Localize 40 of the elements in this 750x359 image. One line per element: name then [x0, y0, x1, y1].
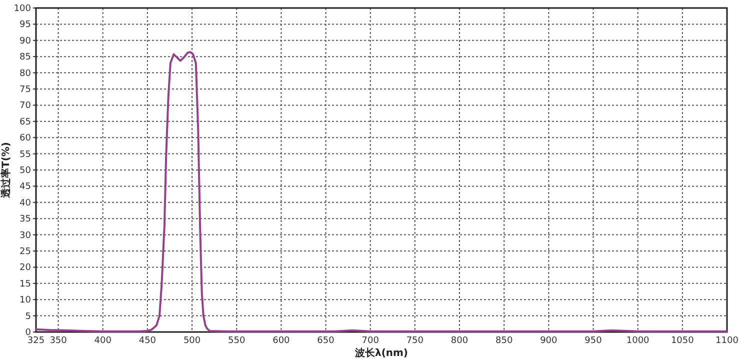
x-tick-label: 1100	[716, 336, 739, 346]
y-tick-label: 75	[20, 85, 31, 95]
x-tick-label: 850	[496, 336, 513, 346]
y-tick-label: 20	[20, 263, 32, 274]
x-tick-label: 1000	[626, 336, 650, 346]
y-tick-label: 70	[20, 101, 32, 112]
line-series	[35, 51, 728, 332]
y-tick-label: 35	[20, 214, 31, 225]
y-tick-label: 65	[20, 117, 31, 128]
x-tick-label: 950	[584, 336, 602, 346]
x-tick-label: 325	[27, 336, 45, 346]
x-tick-label: 450	[138, 336, 156, 346]
x-axis-title: 波长λ(nm)	[354, 347, 408, 359]
y-tick-label: 60	[20, 134, 32, 144]
y-tick-label: 10	[20, 296, 32, 306]
x-tick-label: 500	[183, 336, 201, 346]
x-tick-label: 900	[540, 336, 558, 346]
y-tick-label: 50	[20, 166, 32, 176]
y-tick-label: 85	[20, 52, 31, 63]
x-tick-label: 800	[450, 336, 468, 346]
y-tick-label: 90	[20, 36, 32, 46]
y-tick-label: 40	[20, 198, 32, 208]
x-tick-label: 1050	[670, 336, 694, 346]
y-tick-label: 30	[20, 230, 32, 241]
x-tick-label: 650	[317, 336, 335, 346]
y-tick-label: 80	[20, 68, 32, 79]
y-tick-label: 100	[14, 4, 32, 14]
x-tick-label: 750	[406, 336, 424, 346]
y-tick-label: 45	[20, 182, 31, 192]
x-tick-label: 350	[50, 336, 68, 346]
y-tick-label: 95	[20, 20, 31, 30]
y-tick-label: 5	[25, 312, 31, 322]
x-tick-label: 400	[94, 336, 112, 346]
y-tick-label: 55	[20, 150, 31, 160]
y-tick-label: 25	[20, 247, 31, 257]
x-tick-label: 550	[228, 336, 246, 346]
x-tick-label: 600	[272, 336, 290, 346]
y-axis-title: 透过率T(%)	[0, 142, 12, 199]
y-tick-label: 15	[20, 279, 31, 290]
x-tick-label: 700	[362, 336, 380, 346]
